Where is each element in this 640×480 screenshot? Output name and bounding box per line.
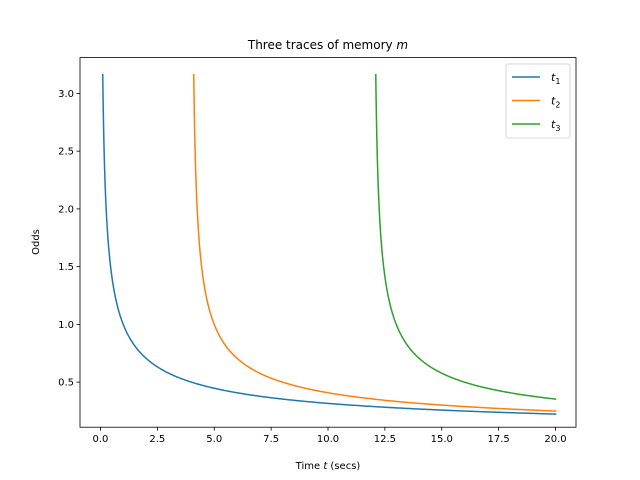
series-line-2: [193, 73, 557, 412]
x-tick-label: 10.0: [317, 434, 339, 445]
y-tick-label: 3.0: [58, 89, 74, 100]
series-line-3: [375, 73, 557, 400]
x-tick-label: 12.5: [374, 434, 396, 445]
legend-label-3: t3: [551, 118, 560, 133]
series-line-1: [101, 73, 557, 415]
x-tick-label: 15.0: [431, 434, 453, 445]
x-tick-label: 7.5: [263, 434, 279, 445]
y-tick-label: 1.0: [58, 320, 74, 331]
y-tick-label: 2.5: [58, 147, 74, 158]
x-tick-label: 2.5: [149, 434, 165, 445]
x-axis-ticks: 0.0 2.5 5.0 7.5 10.0 12.5 15.0 17.5 20.0: [93, 427, 567, 445]
chart-title: Three traces of memory m: [247, 38, 408, 52]
legend-label-1: t1: [551, 71, 560, 86]
x-axis-label: Time t (secs): [295, 461, 361, 472]
plot-frame: [79, 57, 577, 428]
y-axis-ticks: 0.5 1.0 1.5 2.0 2.5 3.0: [58, 89, 80, 389]
y-axis-label: Odds: [31, 229, 42, 255]
x-tick-label: 20.0: [544, 434, 566, 445]
legend-label-2: t2: [551, 95, 560, 110]
x-tick-label: 17.5: [488, 434, 510, 445]
series-layer: [101, 73, 557, 415]
y-tick-label: 1.5: [58, 262, 74, 273]
y-tick-label: 0.5: [58, 378, 74, 389]
legend: t1 t2 t3: [505, 63, 571, 139]
y-tick-label: 2.0: [58, 204, 74, 215]
x-tick-label: 5.0: [206, 434, 222, 445]
x-tick-label: 0.0: [93, 434, 109, 445]
